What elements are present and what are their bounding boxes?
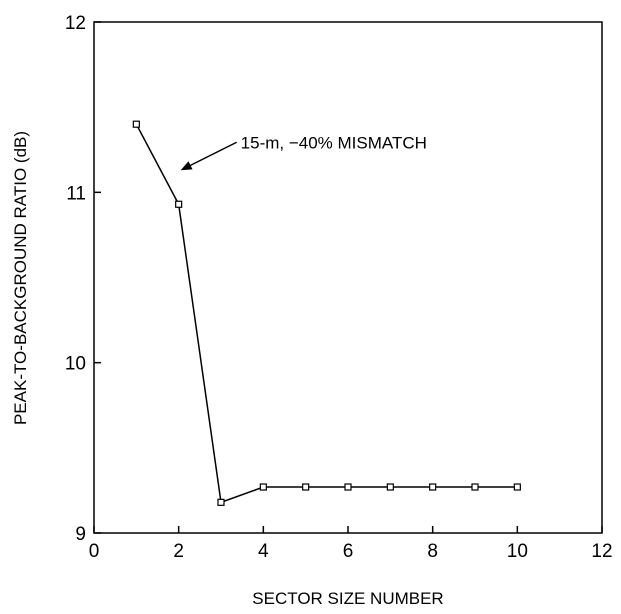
data-point <box>471 483 479 491</box>
plot-frame <box>93 21 603 534</box>
data-point <box>386 483 394 491</box>
x-tick-label: 2 <box>173 541 184 562</box>
y-tick-label: 12 <box>65 13 86 34</box>
x-tick-label: 0 <box>89 541 100 562</box>
annotation-arrowhead <box>180 161 193 171</box>
x-tick-label: 12 <box>591 541 612 562</box>
x-tick-label: 10 <box>507 541 528 562</box>
data-point <box>429 483 437 491</box>
y-tick-label: 10 <box>65 354 86 375</box>
data-point <box>344 483 352 491</box>
tick-marks <box>93 21 603 534</box>
annotation-text: 15-m, −40% MISMATCH <box>241 133 427 152</box>
x-axis-title: SECTOR SIZE NUMBER <box>252 589 443 608</box>
annotation-arrow <box>186 141 238 168</box>
x-tick-label: 8 <box>427 541 438 562</box>
series-line <box>135 123 518 504</box>
data-point <box>513 483 521 491</box>
data-markers <box>132 120 521 506</box>
data-point <box>259 483 267 491</box>
tick-labels: 0 2 4 6 8 10 12 9 10 11 12 <box>65 13 613 562</box>
x-tick-label: 6 <box>343 541 354 562</box>
data-point <box>132 120 140 128</box>
y-tick-label: 9 <box>75 524 86 545</box>
data-point <box>302 483 310 491</box>
y-axis-title: PEAK-TO-BACKGROUND RATIO (dB) <box>11 131 30 425</box>
x-tick-label: 4 <box>258 541 269 562</box>
y-tick-label: 11 <box>66 183 86 204</box>
data-point <box>175 200 183 208</box>
data-point <box>217 498 225 506</box>
annotation: 15-m, −40% MISMATCH <box>180 133 427 171</box>
